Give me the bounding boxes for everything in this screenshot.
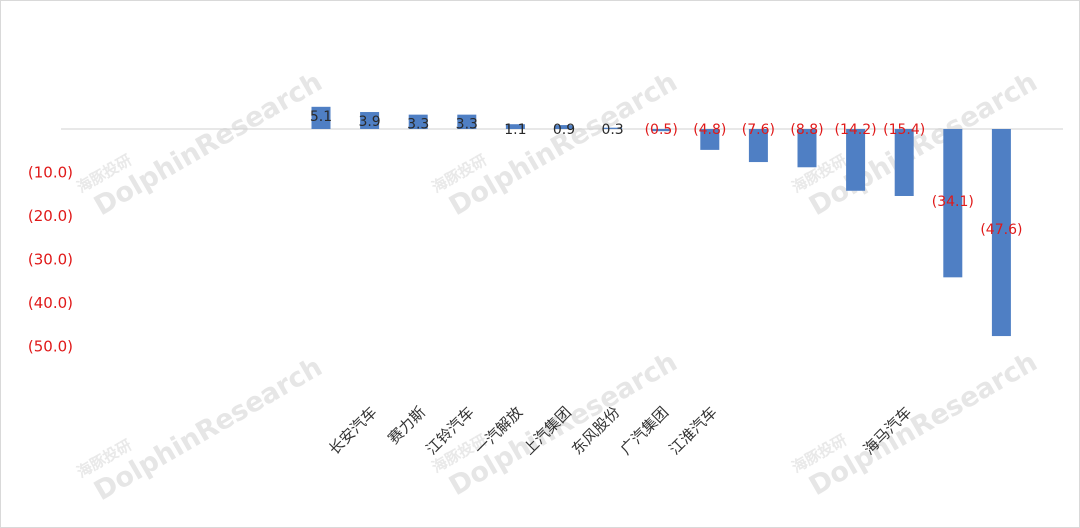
bar [943,129,963,278]
bar [360,112,380,129]
bar-series [311,106,1011,337]
bar [311,106,331,129]
data-label: (14.2) [835,122,877,138]
bar [700,129,720,150]
y-tick-label: (20.0) [28,207,73,225]
x-tick-label: 长安汽车 [325,403,380,458]
bar [505,124,525,129]
data-label: 3.9 [358,114,380,130]
watermark-text: DolphinResearch [89,66,328,222]
data-label: 0.9 [553,122,575,138]
y-tick-label: (50.0) [28,338,73,356]
data-label: 5.1 [310,109,332,125]
data-label: 1.1 [504,122,526,138]
bar [846,129,866,191]
data-labels: 5.1 3.9 3.3 3.3 1.1 0.9 0.3 (0.5) (4.8) (7.6) (8.8… [310,109,1023,238]
bar [797,129,817,168]
watermark-text: DolphinResearch [804,346,1043,502]
y-tick-label: (40.0) [28,294,73,312]
data-label: (47.6) [980,222,1022,238]
data-label: (4.8) [693,122,726,138]
data-label: (0.5) [645,122,678,138]
x-tick-label: 广汽集团 [617,403,672,458]
bar [991,129,1011,337]
bar [651,129,671,132]
y-tick-label: (10.0) [28,164,73,182]
bar [457,114,477,129]
data-label: 3.3 [407,117,429,133]
bar [748,129,768,163]
data-label: (34.1) [932,194,974,210]
data-label: 0.3 [601,122,623,138]
x-tick-label: 江淮汽车 [665,403,720,458]
y-axis: (10.0) (20.0) (30.0) (40.0) (50.0) [28,164,73,356]
bar [554,125,574,129]
data-label: 3.3 [456,117,478,133]
data-label: (8.8) [790,122,823,138]
watermark-text: DolphinResearch [89,351,328,507]
bar [894,129,914,196]
watermark-text: DolphinResearch [444,66,683,222]
bar [603,127,623,129]
bar [408,114,428,129]
data-label: (7.6) [742,122,775,138]
x-tick-label: 赛力斯 [384,403,429,448]
data-label: (15.4) [883,122,925,138]
y-tick-label: (30.0) [28,251,73,269]
